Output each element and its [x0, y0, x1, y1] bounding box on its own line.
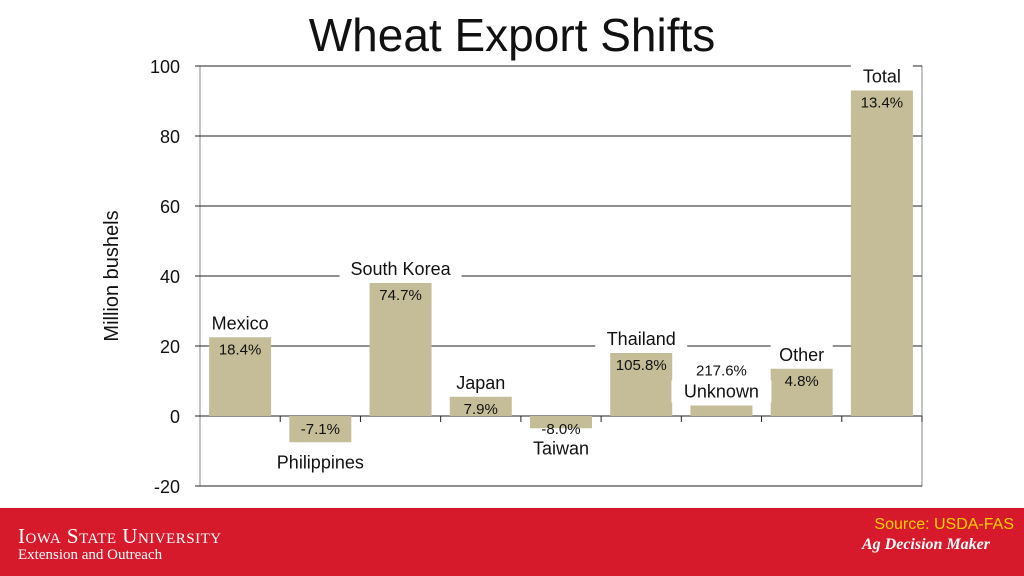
extension-name: Extension and Outreach [18, 547, 163, 563]
y-tick-label: 40 [160, 267, 180, 287]
percent-label: 105.8% [616, 357, 667, 374]
bar-thailand [610, 353, 673, 416]
bar-unknown [690, 405, 753, 416]
ag-decision-maker-logo: Ag Decision Maker [862, 536, 990, 553]
category-label: Thailand [607, 329, 676, 349]
y-tick-label: 60 [160, 197, 180, 217]
percent-label: 18.4% [219, 341, 262, 358]
category-label-bg [595, 327, 688, 349]
y-axis-label: Million bushels [101, 210, 123, 341]
category-label: Japan [456, 373, 505, 393]
category-label: Mexico [212, 313, 269, 333]
percent-label: -7.1% [301, 421, 340, 438]
category-label: Philippines [277, 452, 364, 472]
category-label: Taiwan [533, 438, 589, 458]
category-label: Total [863, 67, 901, 87]
y-tick-label: 100 [150, 57, 180, 77]
category-label-bg [850, 64, 913, 87]
category-label: Other [779, 345, 824, 365]
bar-mexico [209, 337, 272, 416]
page-title: Wheat Export Shifts [308, 9, 716, 61]
bar-other [770, 368, 833, 416]
percent-label: 7.9% [464, 401, 498, 418]
category-label: Unknown [684, 382, 759, 402]
bar-philippines [289, 416, 352, 443]
bar-chart: -20 0 20 40 60 80 100 Million bushels Mexico 18.4… [101, 57, 923, 497]
bar-taiwan [530, 416, 592, 429]
category-label-bg [339, 257, 462, 279]
bar-south-korea [369, 283, 432, 416]
y-tick-label: 0 [170, 407, 180, 427]
source-note: Source: USDA-FAS [874, 516, 1014, 533]
category-label-bg [204, 311, 277, 334]
category-label-bg [671, 380, 772, 403]
category-label: South Korea [351, 259, 452, 279]
university-logo: Iowa State University Extension and Outr… [18, 526, 222, 564]
category-label-bg [449, 370, 512, 393]
percent-label: -8.0% [541, 421, 580, 438]
category-label-bg [770, 342, 833, 365]
percent-label: 13.4% [861, 95, 904, 112]
university-name: Iowa State University [18, 524, 222, 548]
bar-japan [449, 396, 512, 416]
bar-total [850, 90, 913, 416]
percent-label: 217.6% [696, 363, 747, 380]
y-tick-label: 20 [160, 337, 180, 357]
percent-label: 4.8% [785, 373, 819, 390]
footer-bar: Iowa State University Extension and Outr… [0, 508, 1024, 576]
y-tick-label: 80 [160, 127, 180, 147]
y-tick-label: -20 [154, 477, 180, 497]
percent-label: 74.7% [379, 287, 422, 304]
